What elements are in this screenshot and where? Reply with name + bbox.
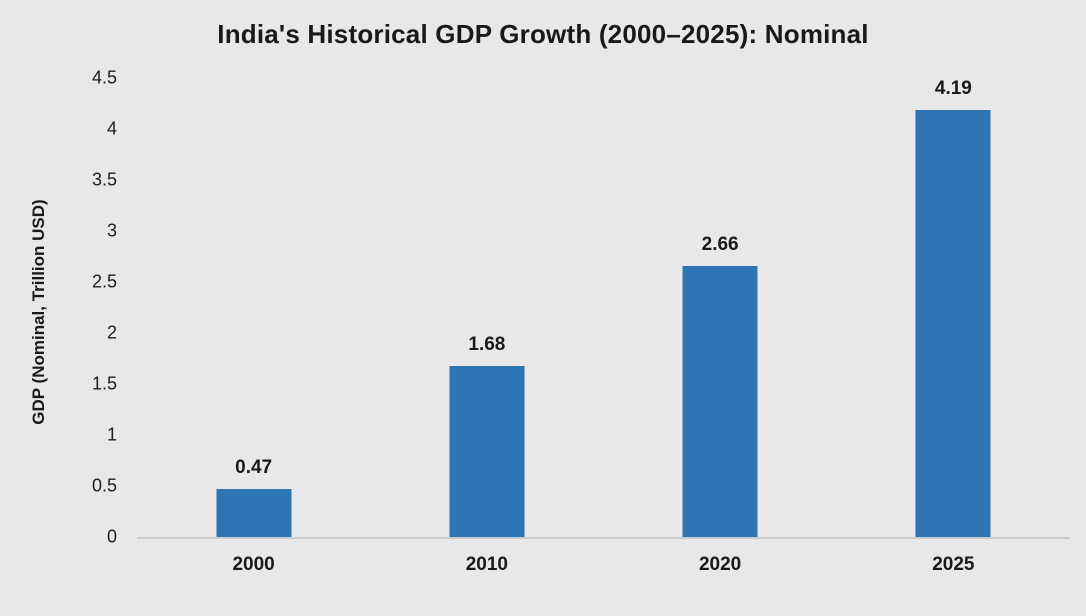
- y-tick-label: 4.5: [91, 67, 117, 88]
- plot-area: 0.47 2000 1.68 2010 2.66 2020 4.19 2025: [137, 77, 1070, 575]
- y-tick-label: 4: [106, 118, 117, 139]
- y-tick-label: 3: [106, 220, 117, 241]
- y-tick-label: 1.5: [91, 373, 117, 394]
- y-axis-tick-labels: 0 0.5 1 1.5 2 2.5 3 3.5 4 4.5: [0, 68, 117, 547]
- x-tick-label: 2010: [465, 554, 509, 575]
- bar-2020: [682, 265, 758, 537]
- y-tick-label: 0: [106, 526, 117, 547]
- bar-2010: [449, 365, 525, 537]
- y-tick-label: 2: [106, 322, 117, 343]
- x-tick-label: 2000: [232, 554, 275, 575]
- y-tick-label: 2.5: [91, 271, 117, 292]
- y-tick-label: 1: [106, 424, 117, 445]
- bar-value-label: 1.68: [468, 333, 506, 355]
- x-tick-label: 2025: [932, 554, 975, 575]
- bar-2000: [216, 489, 292, 537]
- y-tick-label: 3.5: [91, 169, 117, 190]
- bar-value-label: 0.47: [235, 457, 273, 479]
- bar-value-label: 2.66: [701, 233, 739, 255]
- bar-2025: [915, 109, 991, 537]
- y-tick-label: 0.5: [91, 475, 117, 496]
- x-tick-label: 2020: [698, 554, 742, 575]
- bar-value-label: 4.19: [934, 77, 972, 99]
- chart-title: India's Historical GDP Growth (2000–2025…: [217, 19, 869, 49]
